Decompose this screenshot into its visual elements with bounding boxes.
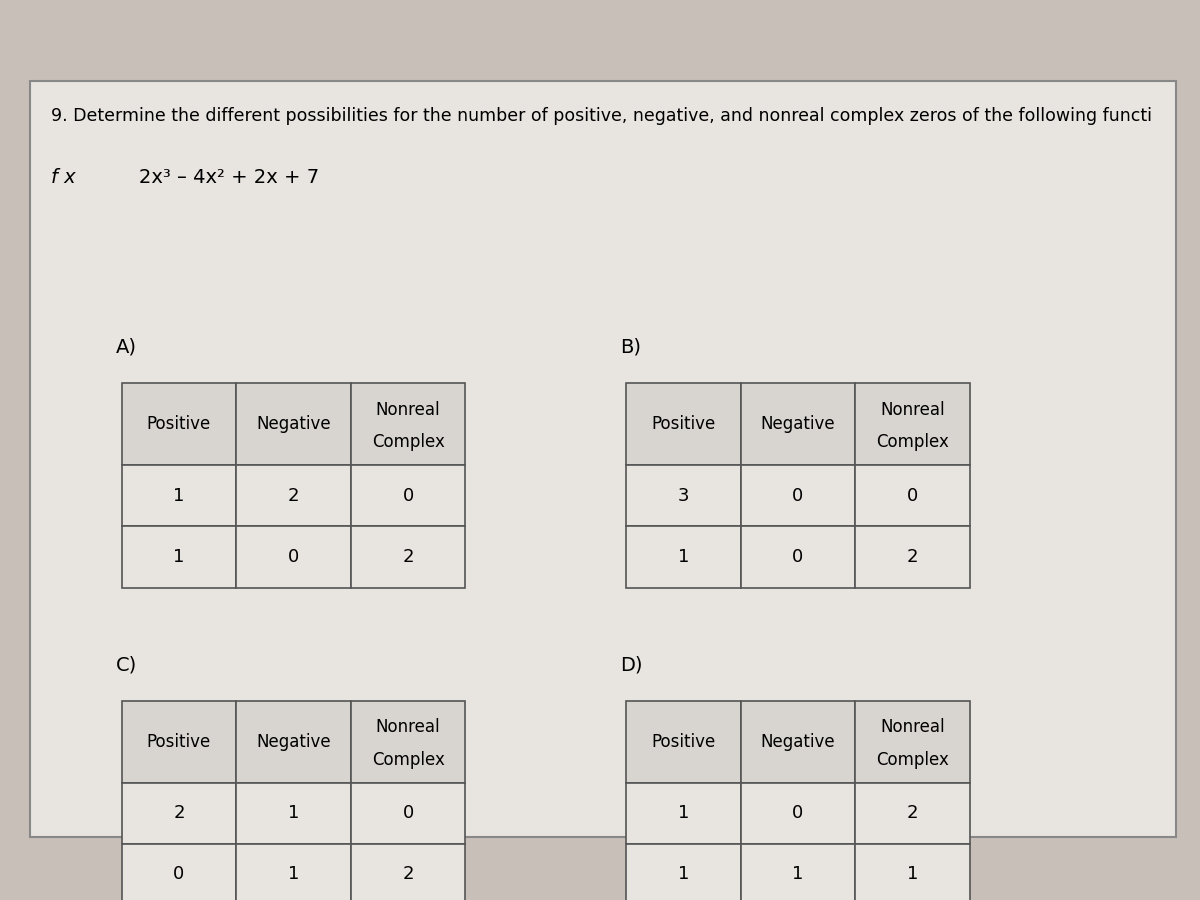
Text: B): B) [620,338,641,357]
Bar [626,844,740,900]
Text: Nonreal: Nonreal [376,718,440,736]
Text: 2: 2 [402,548,414,566]
Text: 2: 2 [907,805,918,823]
Text: 2: 2 [173,805,185,823]
Bar [236,844,350,900]
Text: 0: 0 [288,548,299,566]
Text: D): D) [620,655,643,674]
Text: 1: 1 [288,866,299,884]
Text: A): A) [116,338,137,357]
Text: Complex: Complex [372,751,445,769]
Bar [121,465,236,526]
Bar [350,783,466,844]
Text: 0: 0 [792,548,804,566]
Text: 0: 0 [173,866,185,884]
Bar [121,844,236,900]
Text: Positive: Positive [652,733,715,751]
Bar [626,526,740,588]
Text: 0: 0 [792,487,804,505]
Bar [350,701,466,783]
Text: 2: 2 [907,548,918,566]
Text: 0: 0 [402,487,414,505]
Bar [236,465,350,526]
Text: 1: 1 [173,548,185,566]
Bar [626,383,740,465]
Bar [740,844,856,900]
Bar [350,844,466,900]
Bar [236,383,350,465]
Bar [236,783,350,844]
Text: f x: f x [50,168,76,187]
Bar [740,783,856,844]
Bar [740,701,856,783]
Text: Nonreal: Nonreal [880,400,944,418]
Text: 3: 3 [678,487,689,505]
Bar [350,526,466,588]
Bar [740,526,856,588]
Text: Complex: Complex [372,433,445,451]
Text: 1: 1 [288,805,299,823]
Text: 2: 2 [402,866,414,884]
Text: Negative: Negative [257,415,331,433]
Bar [856,783,970,844]
Text: 0: 0 [402,805,414,823]
Text: 0: 0 [907,487,918,505]
Bar [626,783,740,844]
Text: 2x³ – 4x² + 2x + 7: 2x³ – 4x² + 2x + 7 [139,168,319,187]
Bar [350,383,466,465]
Bar [856,465,970,526]
Bar [626,701,740,783]
Bar [121,701,236,783]
Bar [856,701,970,783]
Bar [236,701,350,783]
Bar [236,526,350,588]
Bar [856,383,970,465]
Text: 1: 1 [907,866,918,884]
Bar [856,526,970,588]
Text: Nonreal: Nonreal [376,400,440,418]
Bar [121,526,236,588]
Text: Complex: Complex [876,751,949,769]
Bar [856,844,970,900]
Bar [740,465,856,526]
Text: Negative: Negative [761,415,835,433]
Text: Positive: Positive [146,415,211,433]
Text: Positive: Positive [146,733,211,751]
Text: 1: 1 [792,866,804,884]
Bar [350,465,466,526]
Text: Negative: Negative [257,733,331,751]
Text: 1: 1 [678,548,689,566]
Text: 1: 1 [173,487,185,505]
Bar [626,465,740,526]
Text: 0: 0 [792,805,804,823]
Bar [121,383,236,465]
Bar [121,783,236,844]
Text: Nonreal: Nonreal [880,718,944,736]
Text: Positive: Positive [652,415,715,433]
Text: Complex: Complex [876,433,949,451]
Text: 1: 1 [678,805,689,823]
Text: 1: 1 [678,866,689,884]
Text: C): C) [116,655,137,674]
Text: Negative: Negative [761,733,835,751]
Bar [740,383,856,465]
Text: 9. Determine the different possibilities for the number of positive, negative, a: 9. Determine the different possibilities… [50,107,1152,125]
Text: 2: 2 [288,487,299,505]
